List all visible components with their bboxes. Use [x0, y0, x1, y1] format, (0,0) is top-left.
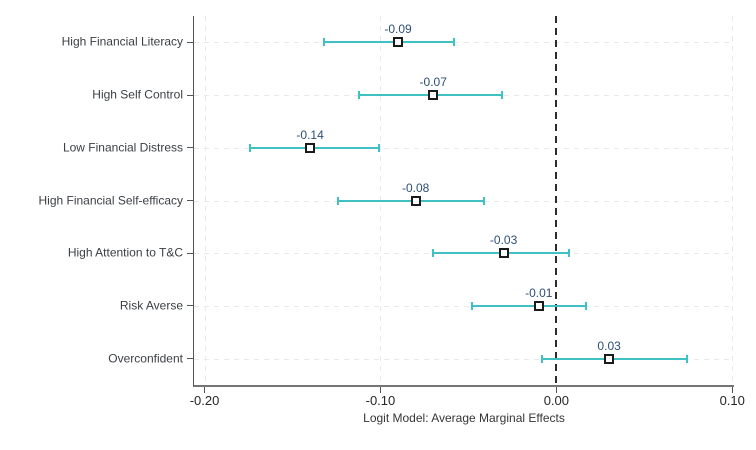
estimate-value-label: -0.07 — [419, 75, 447, 90]
x-axis-tick-label: -0.10 — [365, 393, 396, 408]
point-estimate-marker — [428, 90, 439, 101]
x-axis-tick-mark — [731, 387, 733, 393]
y-axis-tick-mark — [187, 94, 193, 96]
x-axis-tick-label: 0.10 — [719, 393, 745, 408]
x-gridline — [204, 16, 206, 385]
estimate-value-label: -0.09 — [384, 22, 412, 37]
ci-cap-right — [585, 301, 588, 310]
ci-cap-right — [500, 91, 503, 100]
point-estimate-marker — [410, 195, 421, 206]
confidence-interval-bar — [324, 41, 455, 44]
estimate-value-label: -0.03 — [489, 233, 518, 248]
plot-area: Logit Model: Average Marginal Effects -0… — [38, 16, 745, 425]
y-gridline — [194, 147, 734, 149]
ci-cap-right — [483, 196, 486, 205]
category-label: Low Financial Distress — [62, 140, 183, 155]
x-axis-tick-label: -0.20 — [189, 393, 220, 408]
y-axis-tick-mark — [187, 252, 193, 254]
point-estimate-marker — [305, 142, 316, 153]
point-estimate-marker — [393, 37, 404, 48]
ci-cap-left — [337, 196, 340, 205]
ci-cap-left — [541, 354, 544, 363]
category-label: High Financial Literacy — [61, 34, 183, 49]
category-label: Overconfident — [108, 351, 183, 366]
confidence-interval-bar — [542, 357, 687, 360]
point-estimate-marker — [498, 248, 509, 259]
y-gridline — [194, 305, 734, 307]
y-axis-tick-mark — [187, 358, 193, 360]
estimate-value-label: 0.03 — [597, 338, 621, 353]
y-gridline — [194, 42, 734, 44]
y-gridline — [194, 358, 734, 360]
category-label: High Financial Self-efficacy — [38, 192, 183, 207]
x-axis-title: Logit Model: Average Marginal Effects — [363, 411, 565, 425]
x-axis-tick-label: 0.00 — [543, 393, 569, 408]
ci-cap-left — [470, 301, 473, 310]
x-axis-tick-mark — [379, 387, 381, 393]
y-axis-tick-mark — [187, 200, 193, 201]
point-estimate-marker — [604, 353, 615, 364]
ci-cap-left — [249, 143, 252, 152]
ci-cap-right — [685, 354, 688, 363]
category-label: Risk Averse — [119, 298, 183, 313]
estimate-value-label: -0.01 — [525, 285, 553, 300]
x-gridline — [732, 16, 734, 385]
ci-cap-right — [377, 143, 380, 152]
category-label: High Self Control — [92, 87, 183, 102]
estimate-value-label: -0.14 — [296, 127, 324, 142]
ci-cap-right — [567, 249, 570, 258]
ci-cap-left — [323, 38, 326, 47]
confidence-interval-bar — [471, 304, 587, 307]
y-axis-tick-mark — [187, 147, 193, 149]
ci-cap-left — [432, 249, 435, 258]
y-axis-tick-mark — [187, 305, 193, 307]
y-axis-tick-mark — [187, 41, 193, 43]
estimate-value-label: -0.08 — [401, 180, 430, 195]
category-label: High Attention to T&C — [67, 245, 183, 260]
ci-cap-left — [358, 91, 361, 100]
x-axis-tick-mark — [555, 387, 557, 393]
x-axis-tick-mark — [204, 387, 206, 393]
zero-reference-line — [555, 16, 558, 385]
point-estimate-marker — [533, 300, 544, 311]
ci-cap-right — [453, 38, 456, 47]
